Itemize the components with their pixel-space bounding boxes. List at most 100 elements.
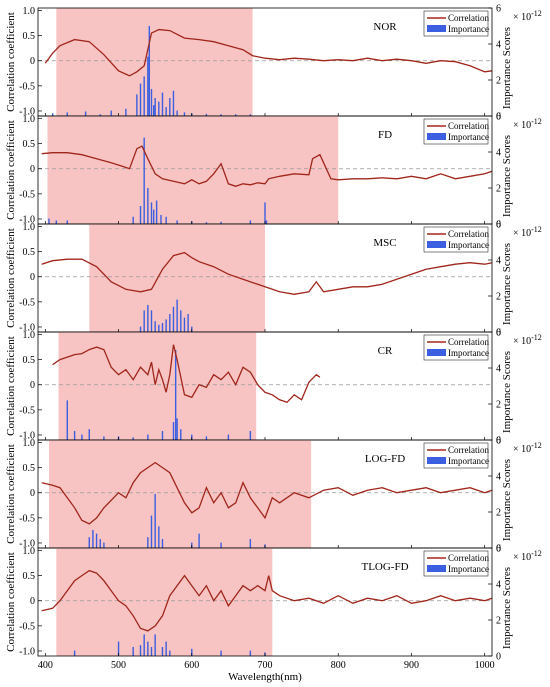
- importance-bar: [143, 137, 145, 224]
- legend-correlation-label: Correlation: [448, 121, 489, 131]
- importance-bar: [132, 647, 134, 656]
- exponent-power: -12: [531, 333, 542, 342]
- importance-bar: [152, 209, 155, 224]
- right-axis-label: Importance Scores: [501, 243, 513, 325]
- importance-bar: [176, 220, 178, 224]
- left-axis-label: Correlation coefficient: [5, 120, 17, 220]
- x-tick-label: 1000: [475, 660, 495, 671]
- importance-bar: [155, 200, 158, 224]
- left-tick-label: 0.5: [23, 463, 36, 474]
- importance-bar: [132, 437, 134, 440]
- legend-importance-swatch: [427, 457, 446, 464]
- importance-bar: [172, 422, 175, 440]
- importance-bar: [150, 202, 153, 224]
- left-tick-label: 1.0: [23, 6, 36, 17]
- legend-correlation-label: Correlation: [448, 229, 489, 239]
- importance-bar: [152, 105, 155, 116]
- importance-bar: [220, 542, 222, 548]
- legend-importance-label: Importance: [448, 24, 489, 34]
- exponent-base: × 10: [513, 120, 531, 131]
- importance-bar: [147, 434, 149, 440]
- right-tick-label: 2: [496, 184, 501, 195]
- importance-bar: [88, 537, 90, 548]
- left-tick-label: 0.5: [23, 139, 36, 150]
- importance-bar: [95, 533, 98, 548]
- importance-bar: [147, 537, 149, 548]
- right-tick-label: 6: [496, 112, 501, 123]
- importance-bar: [154, 321, 156, 332]
- left-tick-label: 0.5: [23, 355, 36, 366]
- importance-bar: [147, 641, 149, 656]
- importance-bars: [73, 634, 266, 656]
- panel-title: CR: [378, 345, 393, 357]
- left-tick-label: -1.0: [19, 106, 35, 117]
- highlight-band: [56, 8, 253, 116]
- correlation-line: [41, 461, 493, 525]
- importance-bar: [99, 539, 101, 548]
- importance-bar: [205, 222, 208, 224]
- exponent-label: × 10-12: [513, 333, 542, 347]
- importance-bar: [249, 431, 252, 440]
- left-tick-label: 0.5: [23, 247, 36, 258]
- right-axis-label: Importance Scores: [501, 351, 513, 433]
- right-tick-label: 0: [496, 544, 501, 555]
- left-tick-label: 0.5: [23, 571, 36, 582]
- x-tick-label: 500: [111, 660, 126, 671]
- right-tick-label: 0: [496, 652, 501, 663]
- exponent-base: × 10: [513, 336, 531, 347]
- importance-bar: [139, 83, 142, 116]
- importance-bar: [66, 400, 68, 440]
- importance-bar: [143, 310, 145, 332]
- importance-bar: [147, 305, 149, 332]
- importance-bar: [161, 431, 164, 440]
- importance-bar: [187, 314, 189, 332]
- left-tick-label: -1.0: [19, 430, 35, 441]
- importance-bar: [143, 76, 145, 116]
- importance-bar: [169, 98, 171, 116]
- importance-bar: [235, 114, 237, 116]
- exponent-power: -12: [531, 117, 542, 126]
- right-tick-label: 4: [496, 148, 501, 159]
- right-tick-label: 6: [496, 328, 501, 339]
- right-tick-label: 0: [496, 328, 501, 339]
- importance-bar: [165, 641, 167, 656]
- panel-title: TLOG-FD: [361, 561, 408, 573]
- importance-bar: [169, 650, 171, 656]
- highlight-band: [56, 548, 273, 656]
- exponent-power: -12: [531, 225, 542, 234]
- x-tick-label: 800: [331, 660, 346, 671]
- left-tick-label: 0: [30, 272, 35, 283]
- right-tick-label: 6: [496, 436, 501, 447]
- importance-bar: [84, 111, 87, 116]
- right-axis-label: Importance Scores: [501, 135, 513, 217]
- legend-correlation-label: Correlation: [448, 13, 489, 23]
- x-axis-label: Wavelength(nm): [228, 671, 302, 683]
- left-tick-label: 1.0: [23, 438, 36, 449]
- right-axis-label: Importance Scores: [501, 459, 513, 541]
- right-axis-label: Importance Scores: [501, 27, 513, 109]
- importance-bars: [51, 26, 252, 116]
- importance-bar: [125, 108, 127, 116]
- importance-bar: [180, 429, 182, 440]
- importance-bar: [73, 431, 76, 440]
- exponent-label: × 10-12: [513, 117, 542, 131]
- importance-bar: [161, 539, 164, 548]
- importance-bar: [158, 101, 160, 116]
- left-tick-label: -0.5: [19, 513, 35, 524]
- right-tick-label: 2: [496, 400, 501, 411]
- highlight-band: [58, 332, 257, 440]
- legend-importance-swatch: [427, 25, 446, 32]
- left-axis-label: Correlation coefficient: [5, 444, 17, 544]
- left-axis-label: Correlation coefficient: [5, 12, 17, 112]
- importance-bar: [103, 542, 105, 548]
- left-axis-label: Correlation coefficient: [5, 552, 17, 652]
- x-tick-label: 600: [184, 660, 199, 671]
- importance-bar: [180, 310, 182, 332]
- importance-bar: [66, 112, 68, 116]
